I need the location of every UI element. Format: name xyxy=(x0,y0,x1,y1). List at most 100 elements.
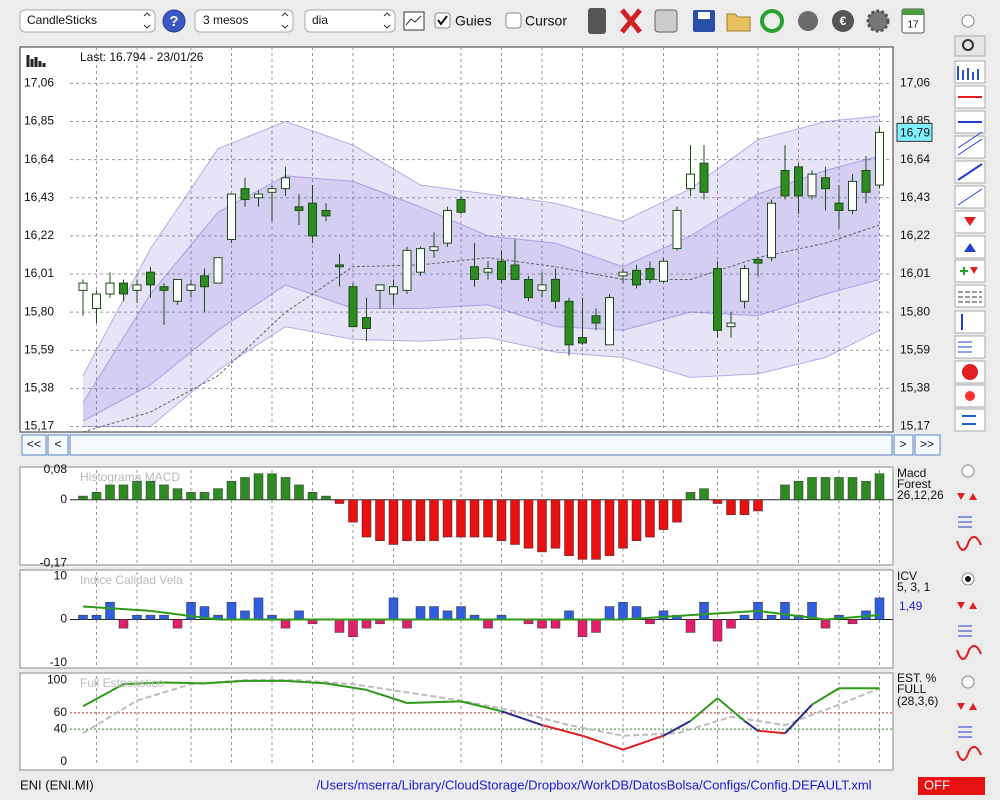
cursor-label: Cursor xyxy=(525,13,567,29)
candle-body xyxy=(564,300,574,346)
candle-body xyxy=(618,271,628,277)
macd-title: Histograma MACD xyxy=(80,470,180,484)
swap-tool[interactable] xyxy=(954,408,986,432)
candle-body xyxy=(497,260,506,280)
curve-tool[interactable] xyxy=(956,535,982,551)
range-tool[interactable] xyxy=(954,310,986,334)
bar xyxy=(78,495,88,501)
bar xyxy=(631,499,642,542)
bar xyxy=(618,601,628,620)
candle-body xyxy=(767,202,776,259)
nav-last[interactable] xyxy=(914,434,941,456)
candle-body xyxy=(375,284,385,291)
radio[interactable] xyxy=(961,464,975,478)
bar xyxy=(510,499,520,545)
stoch-title: Full Estocastico xyxy=(80,676,164,690)
chart-icon-line xyxy=(405,15,422,26)
bar xyxy=(699,488,709,501)
y-tick-label: 15,17 xyxy=(900,419,930,433)
curve-tool[interactable] xyxy=(956,644,982,660)
settings-icon[interactable] xyxy=(866,9,890,33)
pct-tool[interactable] xyxy=(958,726,972,738)
candle-body xyxy=(254,193,263,199)
bar xyxy=(861,480,871,501)
trash-icon[interactable] xyxy=(588,8,606,34)
radio[interactable] xyxy=(961,675,975,689)
bar xyxy=(658,499,669,530)
bar xyxy=(132,480,142,501)
plus-icon xyxy=(960,267,968,275)
bar xyxy=(118,619,129,629)
pct-tool[interactable] xyxy=(958,625,972,637)
bar xyxy=(604,606,615,620)
bar xyxy=(334,619,345,633)
bar xyxy=(577,619,588,638)
bars-tool[interactable] xyxy=(954,60,986,84)
bar xyxy=(91,614,102,620)
bar xyxy=(456,606,466,620)
refresh-icon[interactable] xyxy=(760,9,784,33)
candle-body xyxy=(794,166,803,197)
curve-tool[interactable] xyxy=(956,745,982,761)
help-button[interactable] xyxy=(162,9,186,33)
signals-tool[interactable] xyxy=(954,259,986,283)
stoch-k-segment xyxy=(622,734,664,751)
stoch-legend: (28,3,6) xyxy=(897,694,938,708)
band-line xyxy=(82,115,880,376)
bar xyxy=(726,499,736,515)
candle-body xyxy=(146,271,155,286)
chart-type-select[interactable] xyxy=(19,9,156,33)
marks: 2831061114192427040912172230071215202317… xyxy=(24,75,933,768)
nav-next[interactable] xyxy=(893,434,914,456)
bar xyxy=(793,480,804,501)
bar xyxy=(375,499,385,542)
print-icon[interactable] xyxy=(654,9,678,33)
save-icon-label xyxy=(698,12,710,19)
lines-tool[interactable] xyxy=(954,284,986,308)
bar xyxy=(429,606,439,620)
cursor-checkbox[interactable] xyxy=(505,12,522,29)
open-icon[interactable] xyxy=(726,13,751,32)
signal-tool[interactable] xyxy=(957,493,977,500)
stoch-k-segment xyxy=(716,697,746,722)
radio[interactable] xyxy=(961,14,975,28)
candle-body xyxy=(848,180,857,211)
y-tick-label: 15,59 xyxy=(900,342,930,356)
zoom-tool[interactable] xyxy=(954,35,986,57)
main-panel xyxy=(19,46,894,433)
nav-first[interactable] xyxy=(21,434,47,456)
candle-body xyxy=(861,169,871,193)
delete-icon[interactable] xyxy=(620,8,642,34)
bar xyxy=(294,610,304,620)
interval-select[interactable] xyxy=(304,9,396,33)
bar xyxy=(253,473,264,501)
candle-body xyxy=(875,131,884,186)
status-box[interactable] xyxy=(918,777,985,795)
y-tick-label: 16,43 xyxy=(24,190,54,204)
period-text: 3 mesos xyxy=(203,13,248,27)
fib-icon xyxy=(957,188,983,206)
y-tick-label: 16,64 xyxy=(900,152,930,166)
currency-icon[interactable] xyxy=(798,11,818,31)
bar xyxy=(105,484,115,501)
y-tick-label: 15,80 xyxy=(24,304,54,318)
icv-line xyxy=(82,605,880,621)
y-tick-label: 17,06 xyxy=(24,75,54,89)
euro-icon[interactable] xyxy=(832,10,854,32)
bar xyxy=(132,614,142,620)
signal-tool[interactable] xyxy=(957,602,977,609)
period-select[interactable] xyxy=(194,9,294,33)
bar xyxy=(618,499,628,549)
select-arrow xyxy=(281,12,289,29)
checkmark xyxy=(437,15,448,26)
help-icon: ? xyxy=(169,13,178,30)
candle-body xyxy=(605,297,614,346)
pct-tool[interactable] xyxy=(958,516,972,528)
macd-legend: Macd xyxy=(897,466,926,480)
signal-tool[interactable] xyxy=(957,703,977,710)
nav-prev[interactable] xyxy=(47,434,69,456)
stoch-k-segment xyxy=(204,679,246,685)
candle-body xyxy=(537,284,547,291)
bar xyxy=(739,499,750,515)
